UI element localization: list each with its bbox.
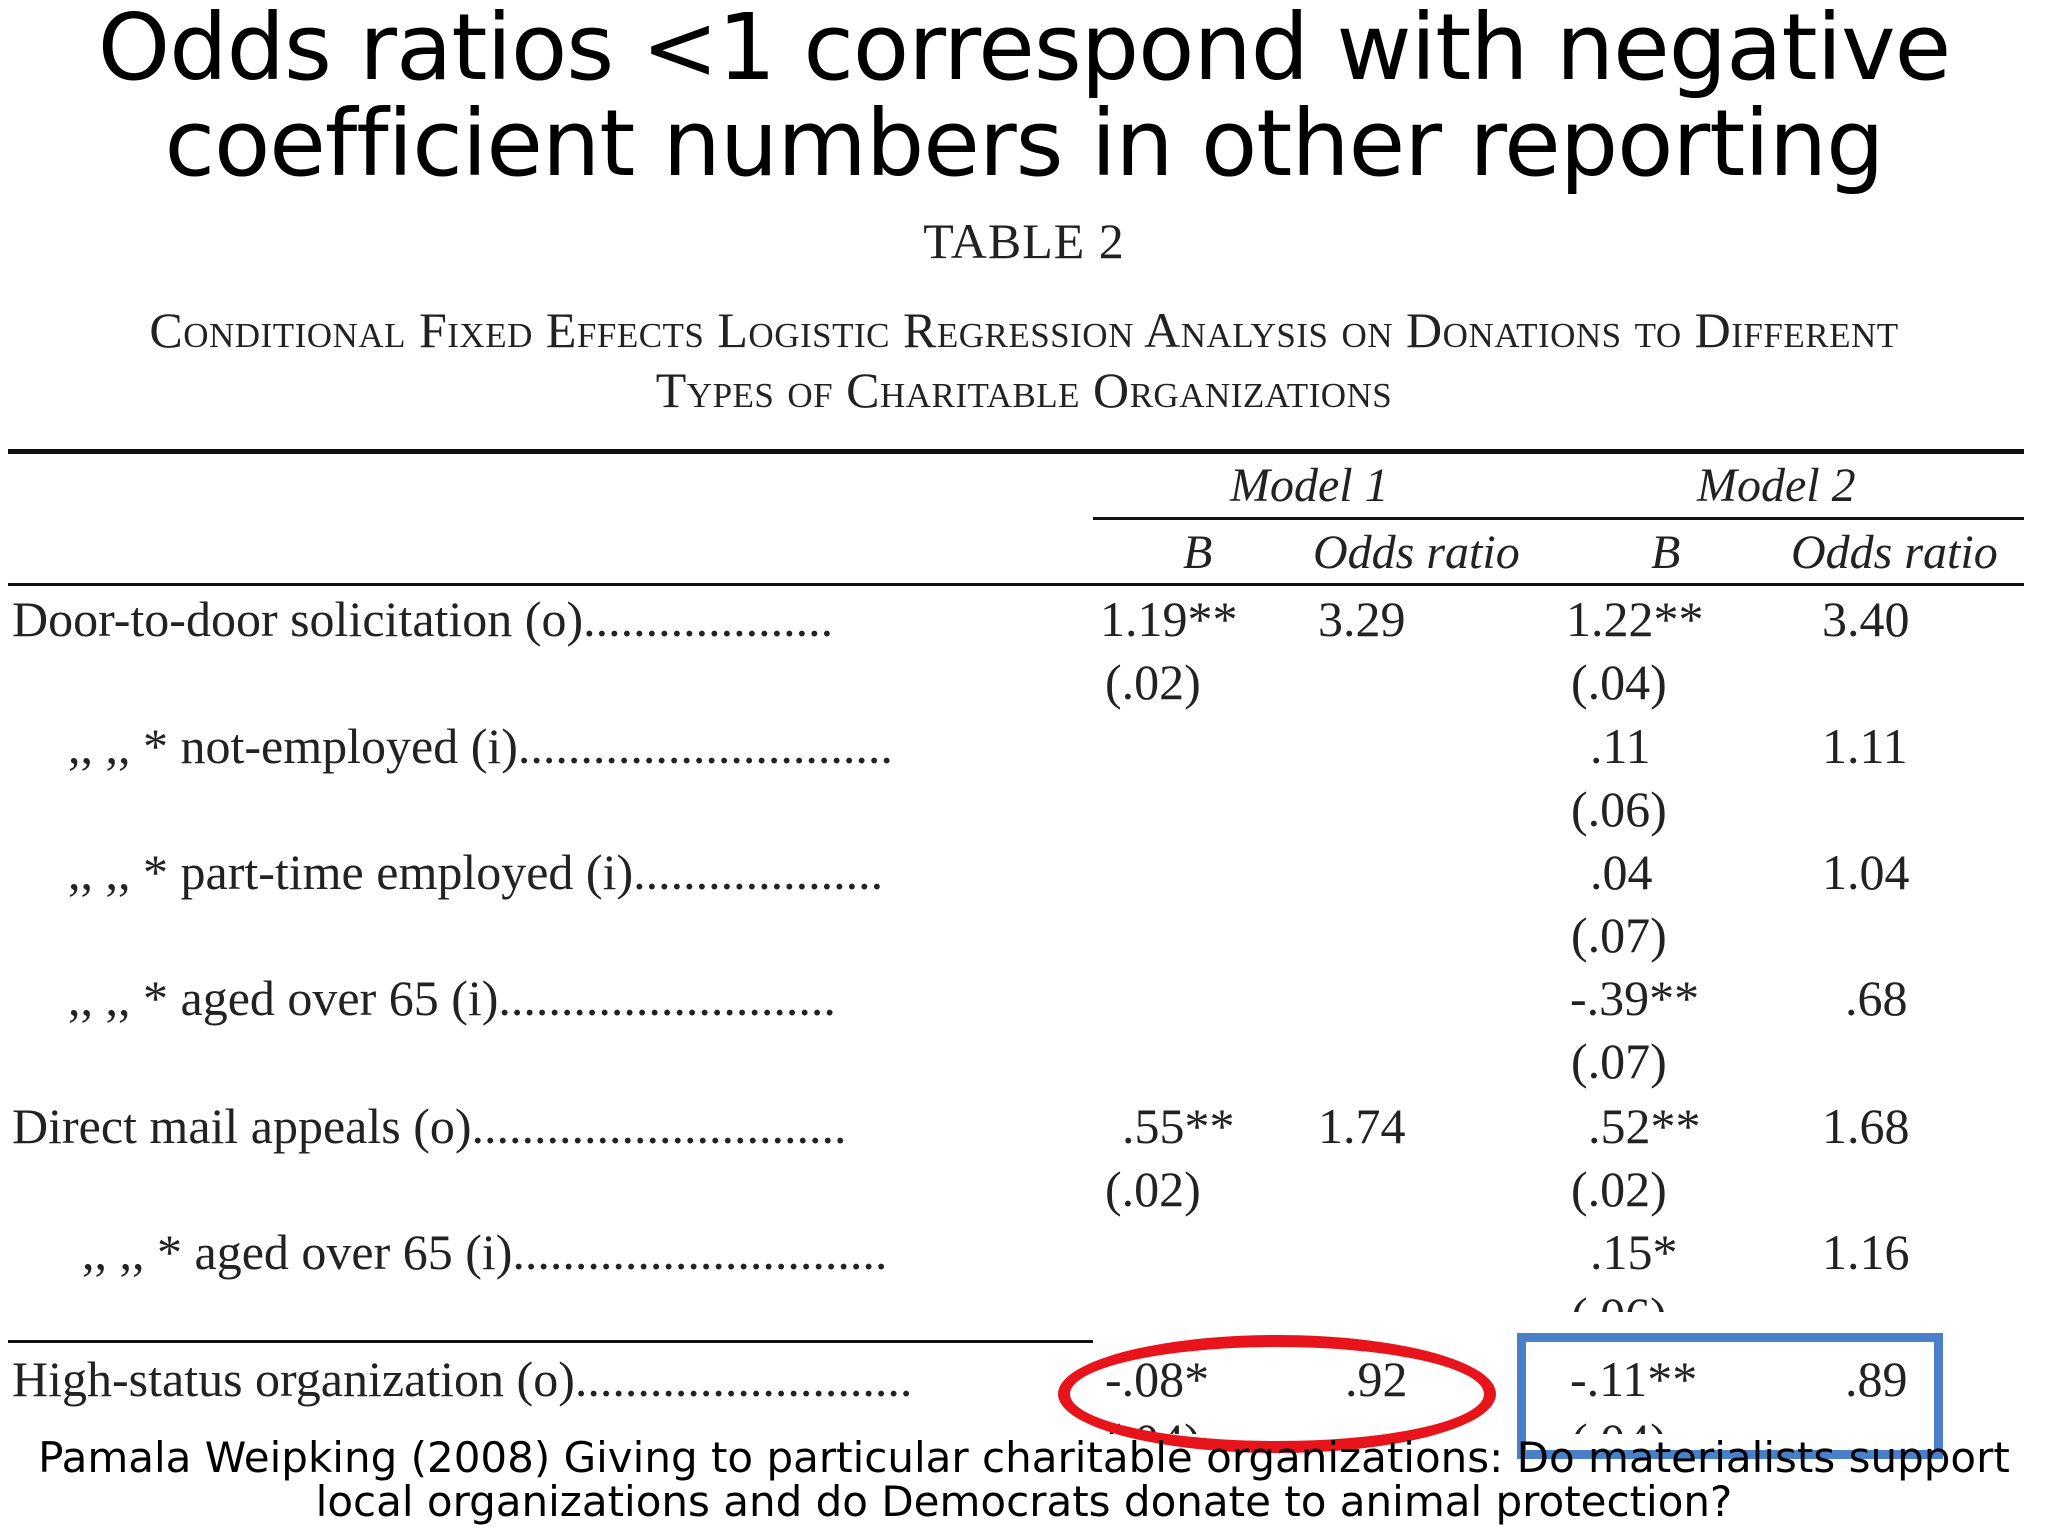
model2-odds-value: .68 [1845,970,1908,1026]
model2-se-value: (.04) [1571,1412,1667,1434]
section-divider-rule [8,1340,1093,1343]
model2-b-header: B [1651,526,1681,579]
column-header-rule [8,583,2024,586]
model1-odds-header: Odds ratio [1313,526,1520,579]
table-row-label: Door-to-door solicitation (o)...........… [12,591,834,647]
table-row-label: ,, ,, * not-employed (i)................… [68,718,893,774]
table-row-label: Direct mail appeals (o).................… [12,1098,847,1154]
table-row-label: ,, ,, * aged over 65 (i)................… [82,1224,888,1280]
model2-header: Model 2 [1697,459,1856,512]
blue-highlight-box [1517,1333,1943,1459]
model2-odds-value: 1.04 [1822,844,1910,900]
table-caption: Conditional Fixed Effects Logistic Regre… [0,300,2048,420]
table-top-rule [8,449,2024,454]
model2-odds-value: 1.16 [1822,1224,1910,1280]
model2-se-value: (.04) [1571,654,1667,710]
model1-b-header: B [1183,526,1213,579]
table-label: TABLE 2 [923,213,1125,269]
table-caption-line-1: Conditional Fixed Effects Logistic Regre… [149,302,1899,358]
model2-underline [1560,517,2024,520]
model2-se-value: (.07) [1571,1033,1667,1089]
model2-se-value: (.06) [1571,781,1667,837]
model2-b-value: 1.22** [1566,591,1704,647]
model2-se-value: (.06) [1571,1286,1667,1312]
model2-odds-value: .89 [1845,1351,1908,1407]
table-row-label: High-status organization (o)............… [12,1351,913,1407]
table-row-label: ,, ,, * aged over 65 (i)................… [68,970,836,1026]
model1-header: Model 1 [1230,459,1389,512]
model2-b-value: .52** [1588,1098,1701,1154]
citation-line-1: Pamala Weipking (2008) Giving to particu… [38,1433,2010,1482]
model1-b-value: .55** [1122,1098,1235,1154]
model2-odds-value: 3.40 [1822,591,1910,647]
model2-odds-header: Odds ratio [1791,526,1998,579]
slide-title: Odds ratios <1 correspond with negative … [0,0,2048,192]
model2-b-value: .15* [1590,1224,1678,1280]
model1-underline [1093,517,1560,520]
model2-se-value: (.02) [1571,1161,1667,1217]
model2-b-value: .11 [1590,718,1651,774]
table-caption-line-2: Types of Charitable Organizations [655,362,1393,418]
table-row-label: ,, ,, * part-time employed (i)..........… [68,844,884,900]
model2-se-cutoff: (.04) [1560,1412,1760,1434]
model1-se-value: (.02) [1105,1161,1201,1217]
citation-line-2: local organizations and do Democrats don… [315,1477,1733,1526]
model2-odds-value: 1.68 [1822,1098,1910,1154]
slide-title-line-1: Odds ratios <1 correspond with negative [97,0,1951,101]
model2-se-value: (.07) [1571,907,1667,963]
model1-b-value: 1.19** [1100,591,1238,647]
model1-se-value: (.02) [1105,654,1201,710]
model2-se-cutoff: (.06) [1560,1286,1760,1312]
model2-b-value: -.11** [1570,1351,1698,1407]
slide-title-line-2: coefficient numbers in other reporting [164,90,1884,197]
model1-odds-value: 3.29 [1318,591,1406,647]
model1-odds-value: 1.74 [1318,1098,1406,1154]
model2-odds-value: 1.11 [1822,718,1908,774]
citation-footnote: Pamala Weipking (2008) Giving to particu… [0,1436,2048,1524]
model2-b-value: .04 [1590,844,1653,900]
model2-b-value: -.39** [1570,970,1700,1026]
